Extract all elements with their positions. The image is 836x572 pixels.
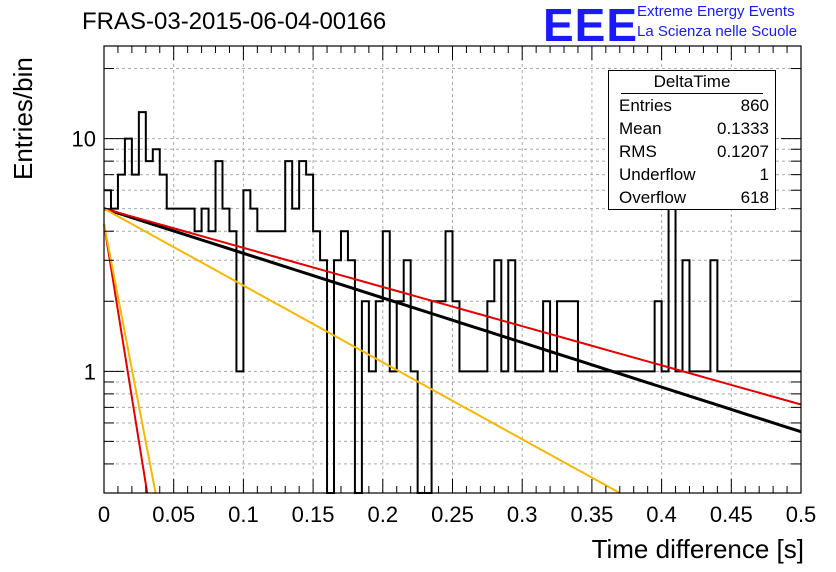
stats-row-mean: Mean 0.1333: [609, 117, 775, 140]
x-axis-title: Time difference [s]: [591, 534, 804, 564]
stats-value: 1: [759, 165, 769, 184]
x-tick-label: 0: [98, 502, 110, 527]
eee-logo: EEE: [543, 0, 639, 51]
x-tick-label: 0.1: [228, 502, 259, 527]
stats-value: 860: [740, 96, 769, 115]
stats-label: Underflow: [619, 165, 696, 184]
fit-curves: [103, 207, 802, 494]
y-axis-title: Entries/bin: [8, 57, 38, 180]
fit-line-red: [103, 223, 149, 494]
axis-ticks: [103, 46, 802, 494]
x-tick-label: 0.3: [507, 502, 538, 527]
x-tick-label: 0.05: [152, 502, 195, 527]
x-tick-label: 0.35: [570, 502, 613, 527]
grid-lines: [104, 46, 801, 494]
stats-value: 618: [740, 188, 769, 207]
stats-value: 0.1207: [717, 142, 769, 161]
y-tick-label: 10: [72, 127, 96, 152]
stats-row-rms: RMS 0.1207: [609, 140, 775, 163]
x-tick-label: 0.25: [431, 502, 474, 527]
x-tick-label: 0.4: [646, 502, 677, 527]
stats-label: Mean: [619, 119, 662, 138]
stats-label: Overflow: [619, 188, 687, 207]
stats-box: DeltaTime Entries 860 Mean 0.1333 RMS 0.…: [608, 70, 776, 210]
logo-tagline-2: La Scienza nelle Scuole: [637, 23, 798, 40]
fit-line-orange: [103, 207, 621, 494]
run-title: FRAS-03-2015-06-04-00166: [82, 8, 387, 35]
stats-row-entries: Entries 860: [609, 94, 775, 117]
x-tick-label: 0.15: [292, 502, 335, 527]
y-tick-label: 1: [84, 359, 96, 384]
stats-row-overflow: Overflow 618: [609, 186, 775, 209]
histogram-outline: [104, 111, 801, 494]
x-tick-label: 0.5: [786, 502, 817, 527]
x-tick-label: 0.45: [710, 502, 753, 527]
fit-line-black: [103, 207, 802, 434]
tick-labels: 0 0.05 0.1 0.15 0.2 0.25 0.3 0.35 0.4 0.45 0.5 1 10: [72, 127, 817, 527]
stats-value: 0.1333: [717, 119, 769, 138]
stats-label: RMS: [619, 142, 657, 161]
fit-line-orange: [103, 223, 157, 494]
fit-line-red: [103, 207, 802, 406]
histogram-series: [104, 111, 801, 494]
logo-tagline-1: Extreme Energy Events: [637, 3, 795, 20]
stats-row-underflow: Underflow 1: [609, 163, 775, 186]
x-tick-label: 0.2: [368, 502, 399, 527]
stats-title: DeltaTime: [621, 71, 763, 94]
stats-label: Entries: [619, 96, 672, 115]
